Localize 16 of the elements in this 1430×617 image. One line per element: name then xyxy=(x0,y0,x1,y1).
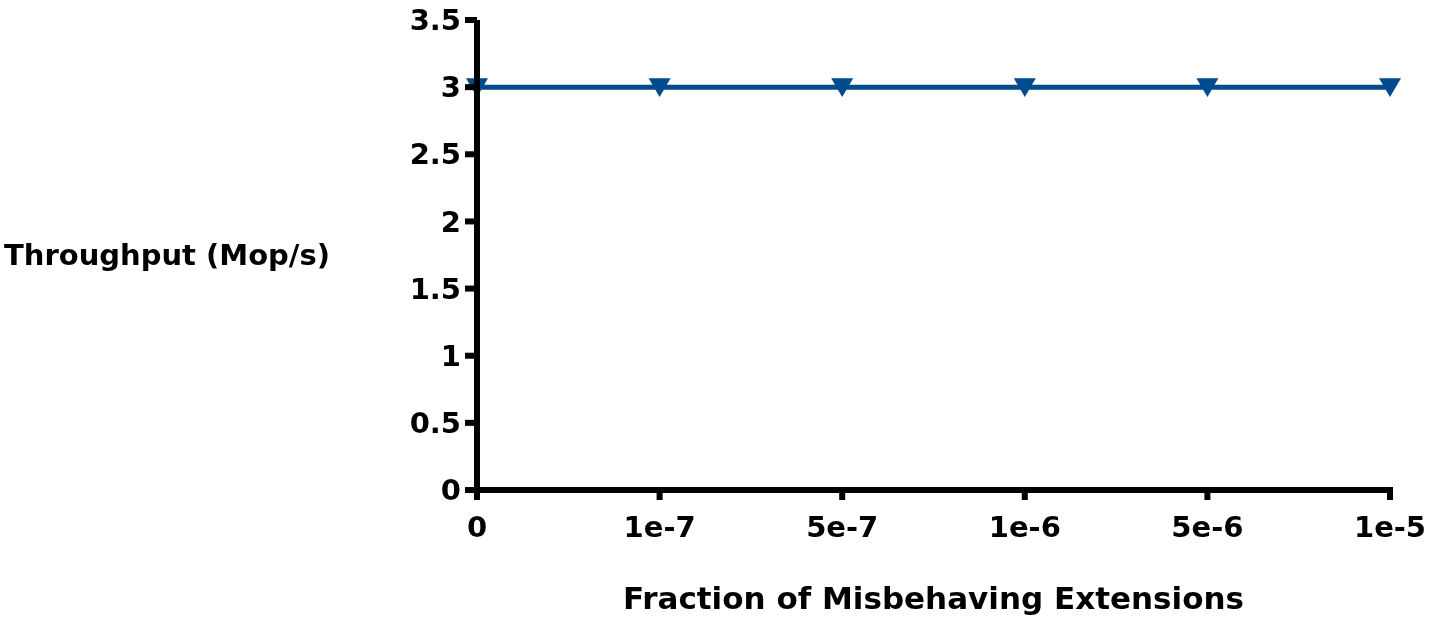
y-axis-title: Throughput (Mop/s) xyxy=(4,238,330,272)
y-tick-label: 3 xyxy=(440,70,461,105)
y-tick-label: 2 xyxy=(440,204,461,239)
y-tick-label: 1.5 xyxy=(409,271,461,306)
y-tick-label: 3.5 xyxy=(409,3,461,38)
x-tick-label: 1e-6 xyxy=(988,510,1061,544)
y-tick-label: 0.5 xyxy=(409,406,461,441)
x-tick-label: 1e-7 xyxy=(623,510,696,544)
x-tick-label: 1e-5 xyxy=(1353,510,1427,544)
y-tick-label: 2.5 xyxy=(409,137,461,172)
x-tick-label: 5e-6 xyxy=(1171,510,1244,544)
x-tick-label: 0 xyxy=(466,510,488,544)
y-tick-label: 0 xyxy=(440,473,461,508)
x-tick-label: 5e-7 xyxy=(806,510,879,544)
x-axis-title: Fraction of Misbehaving Extensions xyxy=(623,580,1244,616)
y-tick-label: 1 xyxy=(440,338,461,373)
